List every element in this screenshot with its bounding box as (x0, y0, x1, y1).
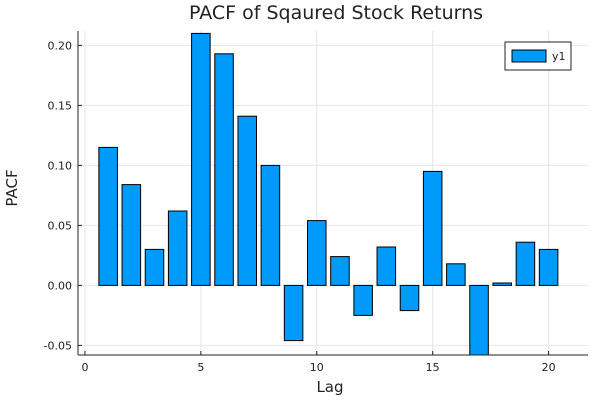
bar-lag-1 (98, 146, 118, 286)
x-tick-label: 10 (310, 361, 324, 374)
bar-lag-14 (399, 284, 420, 312)
x-axis-label: Lag (316, 378, 343, 396)
x-tick-label: 20 (542, 361, 556, 374)
bar-lag-7 (237, 115, 257, 286)
bar-lag-9 (283, 284, 304, 342)
bar-lag-20 (538, 248, 559, 286)
bar-lag-4 (167, 210, 188, 286)
bar-lag-19 (515, 241, 536, 286)
x-tick-label: 0 (81, 361, 88, 374)
y-tick-label: 0.05 (48, 219, 73, 232)
bar-lag-2 (121, 184, 142, 286)
legend-label: y1 (552, 50, 566, 63)
bar-lag-16 (446, 263, 466, 286)
bar-lag-12 (353, 284, 373, 316)
x-tick-label: 5 (197, 361, 204, 374)
y-tick-label: 0.10 (48, 159, 73, 172)
bar-lag-11 (330, 256, 350, 286)
bar-lag-17 (469, 284, 489, 355)
bar-lag-18 (492, 282, 513, 286)
bar-lag-10 (307, 220, 327, 286)
y-tick-label: 0.20 (48, 39, 73, 52)
bar-lag-13 (376, 246, 397, 286)
bar-lag-5 (191, 32, 211, 286)
y-tick-label: 0.00 (48, 279, 73, 292)
y-tick-label: 0.15 (48, 99, 73, 112)
bar-lag-6 (214, 53, 234, 286)
bar-lag-15 (422, 170, 443, 286)
axes (77, 31, 588, 356)
bar-lag-8 (260, 164, 281, 286)
legend-swatch (511, 49, 547, 63)
bar-series (98, 32, 559, 355)
y-tick-label: -0.05 (44, 339, 72, 352)
chart-title: PACF of Sqaured Stock Returns (189, 2, 483, 24)
x-tick-label: 15 (426, 361, 440, 374)
legend: y1 (504, 41, 572, 71)
grid-lines (78, 31, 588, 355)
y-axis-label: PACF (3, 169, 21, 206)
tick-labels: 0 5 10 15 20 -0.05 0.00 0.05 0.10 0.15 0.20 (44, 39, 556, 374)
bar-lag-3 (144, 248, 165, 286)
